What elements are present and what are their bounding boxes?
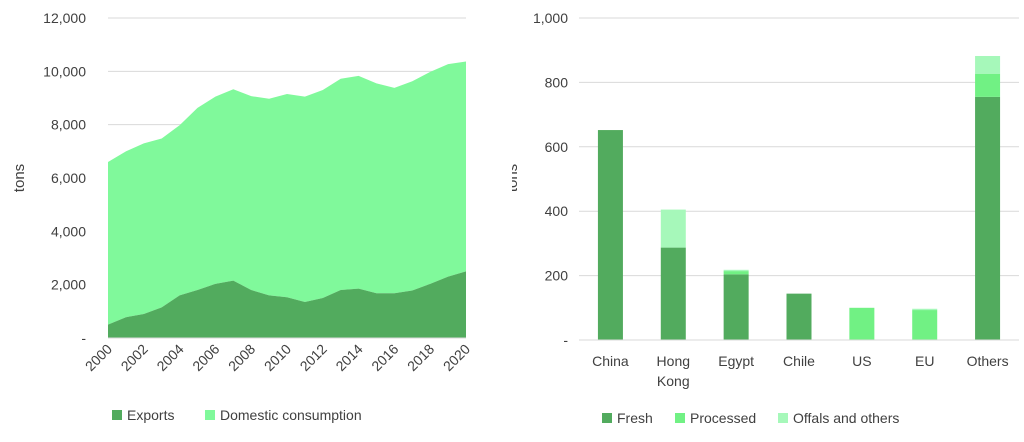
bar-segment-processed	[975, 73, 1001, 97]
legend-label: Processed	[690, 410, 756, 426]
y-axis-label: tons	[512, 164, 521, 192]
y-tick-label: 200	[545, 268, 569, 284]
y-tick-label: 4,000	[51, 223, 86, 239]
y-tick-label: 400	[545, 203, 569, 219]
bar-segment-offals	[975, 55, 1001, 74]
x-tick-label: 2020	[440, 341, 473, 374]
y-tick-label: 1,000	[533, 10, 568, 26]
x-category-label: China	[592, 353, 629, 369]
y-tick-label: 8,000	[51, 117, 86, 133]
y-tick-label: 600	[545, 139, 569, 155]
x-category-label: Others	[967, 353, 1009, 369]
y-tick-label: -	[81, 330, 86, 346]
legend-label: Exports	[127, 407, 174, 423]
bar-segment-fresh	[975, 96, 1001, 340]
y-tick-label: 2,000	[51, 277, 86, 293]
y-axis-label: tons	[11, 164, 28, 192]
x-tick-label: 2010	[261, 341, 294, 374]
bar-segment-offals	[660, 209, 686, 248]
x-tick-label: 2016	[368, 341, 401, 374]
bar-segment-fresh	[786, 293, 812, 340]
area-series-domestic-consumption	[108, 61, 466, 325]
bar-chart-export-destinations: - 200 400 600 800 1,000 China Hong Kong Egypt Chil…	[512, 10, 1019, 426]
bar-segment-offals	[912, 308, 938, 311]
y-tick-label: 10,000	[43, 63, 86, 79]
bar-segment-fresh	[597, 130, 623, 340]
bar-segment-offals	[723, 269, 749, 272]
legend-swatch	[112, 410, 122, 420]
x-category-label: Hong	[657, 353, 690, 369]
x-tick-label: 2006	[189, 341, 222, 374]
x-tick-label: 2008	[225, 341, 258, 374]
x-category-label: EU	[915, 353, 934, 369]
bar-segment-processed	[849, 307, 875, 340]
legend-swatch	[602, 413, 612, 423]
legend-label: Fresh	[617, 410, 653, 426]
x-tick-label: 2004	[153, 341, 186, 374]
x-category-label: Kong	[657, 373, 690, 389]
x-tick-label: 2014	[332, 341, 365, 374]
x-tick-label: 2018	[404, 341, 437, 374]
x-tick-label: 2012	[297, 341, 330, 374]
bar-segment-processed	[912, 310, 938, 340]
x-category-label: US	[852, 353, 871, 369]
legend-label: Domestic consumption	[220, 407, 362, 423]
legend-swatch	[778, 413, 788, 423]
bar-segment-fresh	[660, 247, 686, 340]
legend-swatch	[675, 413, 685, 423]
bar-segment-processed	[723, 271, 749, 275]
x-tick-label: 2000	[82, 341, 115, 374]
y-tick-label: 6,000	[51, 170, 86, 186]
legend-swatch	[205, 410, 215, 420]
x-tick-label: 2002	[118, 341, 151, 374]
bar-segment-fresh	[723, 274, 749, 340]
x-category-label: Egypt	[718, 353, 754, 369]
x-category-label: Chile	[783, 353, 815, 369]
y-tick-label: -	[563, 332, 568, 348]
legend-label: Offals and others	[793, 410, 899, 426]
area-series-exports	[108, 271, 466, 338]
y-tick-label: 800	[545, 74, 569, 90]
y-tick-label: 12,000	[43, 10, 86, 26]
